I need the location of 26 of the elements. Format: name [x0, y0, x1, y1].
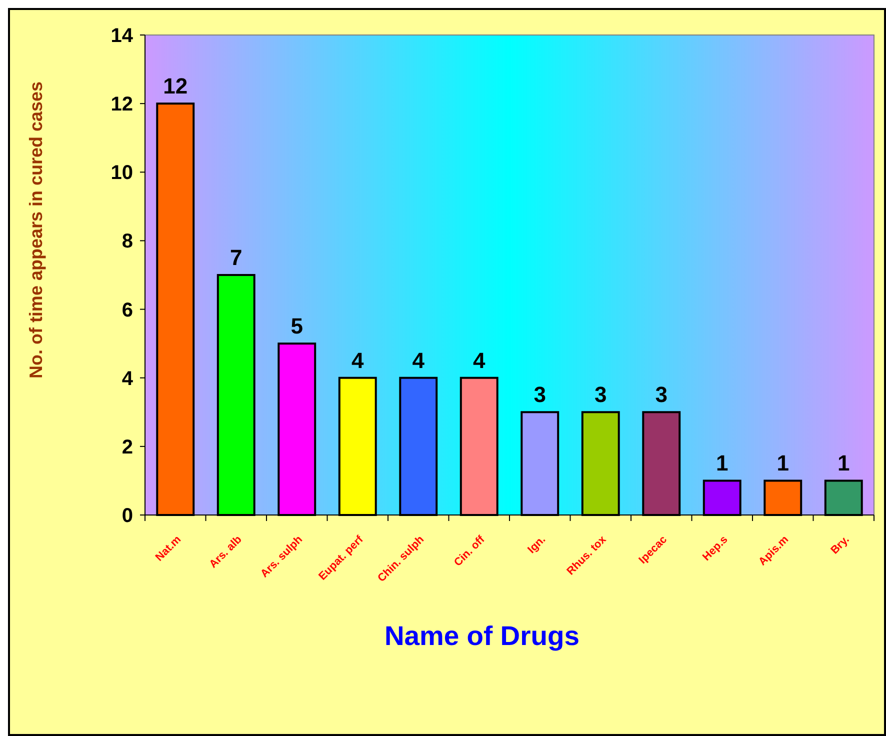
data-label: 1	[716, 450, 728, 476]
data-label: 7	[230, 245, 242, 270]
data-label: 3	[534, 382, 546, 408]
data-label: 3	[655, 382, 668, 408]
data-label: 3	[594, 382, 607, 408]
x-tick-label: Bry.	[828, 534, 852, 557]
x-tick-label: Ign.	[526, 534, 548, 556]
y-tick-label: 6	[122, 299, 133, 322]
data-label: 4	[412, 348, 426, 373]
x-axis-title: Name of Drugs	[384, 621, 580, 651]
y-tick-label: 12	[110, 94, 133, 116]
data-label: 4	[473, 348, 486, 373]
data-label: 12	[163, 74, 188, 99]
y-tick-label: 4	[122, 368, 134, 390]
data-label: 1	[776, 450, 789, 476]
x-tick-label: Cin. off	[452, 533, 488, 569]
data-label: 4	[352, 348, 364, 373]
y-tick-label: 10	[110, 162, 133, 184]
y-axis-title: No. of time appears in cured cases	[26, 81, 46, 379]
y-tick-label: 14	[110, 25, 134, 47]
y-tick-label: 8	[122, 230, 133, 253]
data-label: 1	[838, 450, 850, 476]
y-tick-label: 2	[122, 436, 133, 458]
x-tick-label: Ars. alb	[207, 533, 244, 571]
data-label: 5	[290, 314, 303, 339]
y-tick-label: 0	[122, 505, 133, 527]
